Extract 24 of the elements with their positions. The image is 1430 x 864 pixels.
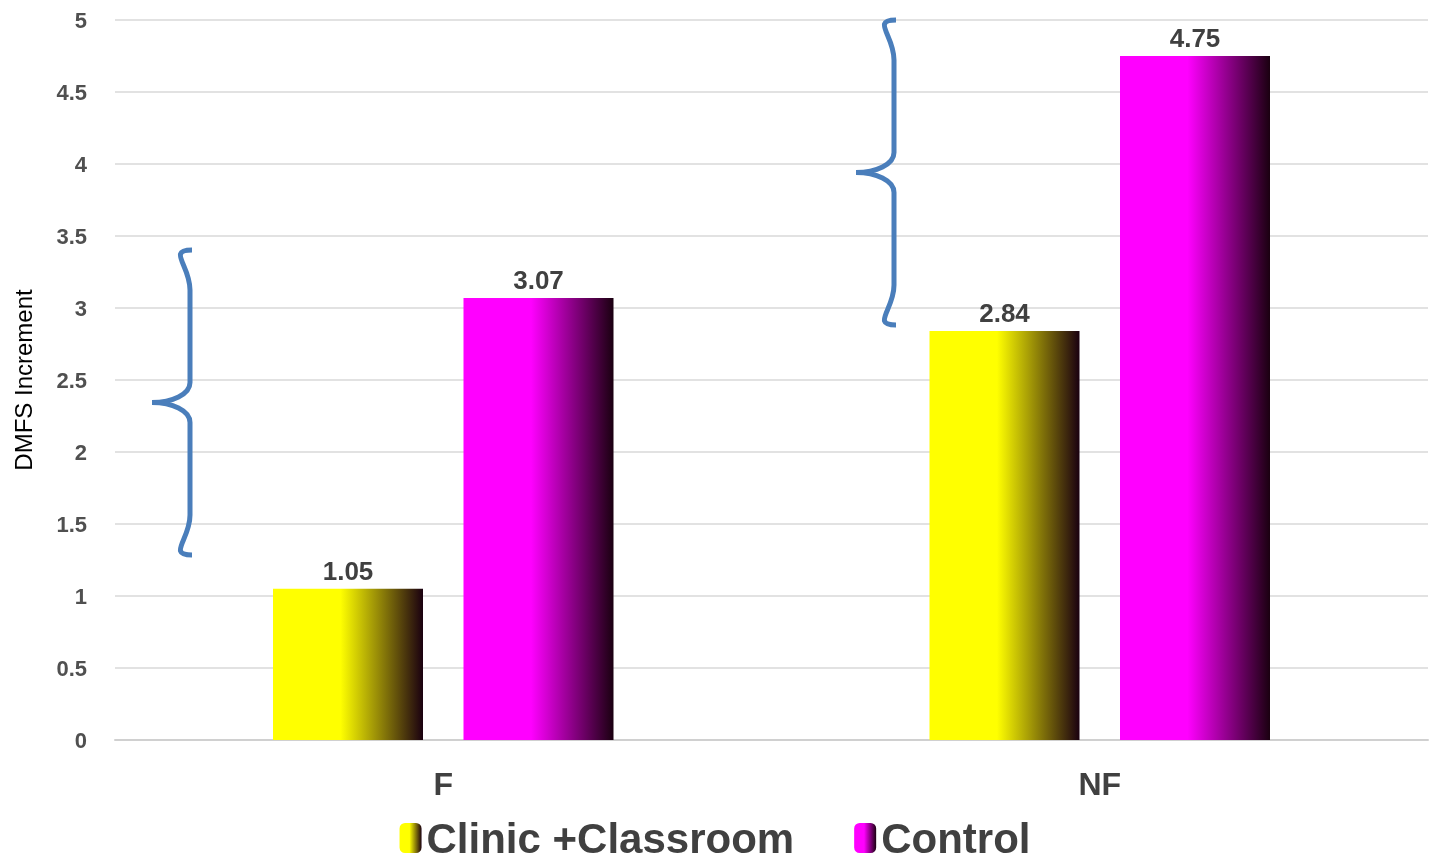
data-label: 2.84 bbox=[979, 298, 1031, 329]
data-label: 1.05 bbox=[322, 555, 374, 586]
y-tick-label: 2 bbox=[74, 439, 87, 465]
y-tick-label: 1.5 bbox=[56, 511, 87, 537]
bar bbox=[273, 588, 423, 740]
y-tick-label: 1 bbox=[74, 583, 87, 609]
y-tick-label: 4.5 bbox=[56, 79, 87, 105]
legend-label: Clinic +Classroom bbox=[426, 814, 795, 862]
x-tick-label: F bbox=[433, 766, 454, 802]
y-tick-label: 3.5 bbox=[56, 223, 87, 249]
bar bbox=[929, 331, 1080, 740]
y-tick-label: 5 bbox=[74, 7, 87, 33]
x-tick-label: NF bbox=[1078, 766, 1122, 802]
y-tick-label: 0 bbox=[74, 727, 87, 753]
y-tick-label: 2.5 bbox=[56, 367, 87, 393]
data-label: 3.07 bbox=[513, 264, 564, 295]
legend-label: Control bbox=[881, 814, 1031, 862]
data-label: 4.75 bbox=[1169, 23, 1221, 53]
y-tick-label: 3 bbox=[74, 295, 87, 321]
bar bbox=[1120, 56, 1270, 740]
y-axis-title: DMFS Increment bbox=[9, 288, 37, 471]
y-tick-label: 0.5 bbox=[56, 655, 87, 681]
bar bbox=[463, 297, 614, 740]
y-tick-label: 4 bbox=[74, 151, 88, 177]
